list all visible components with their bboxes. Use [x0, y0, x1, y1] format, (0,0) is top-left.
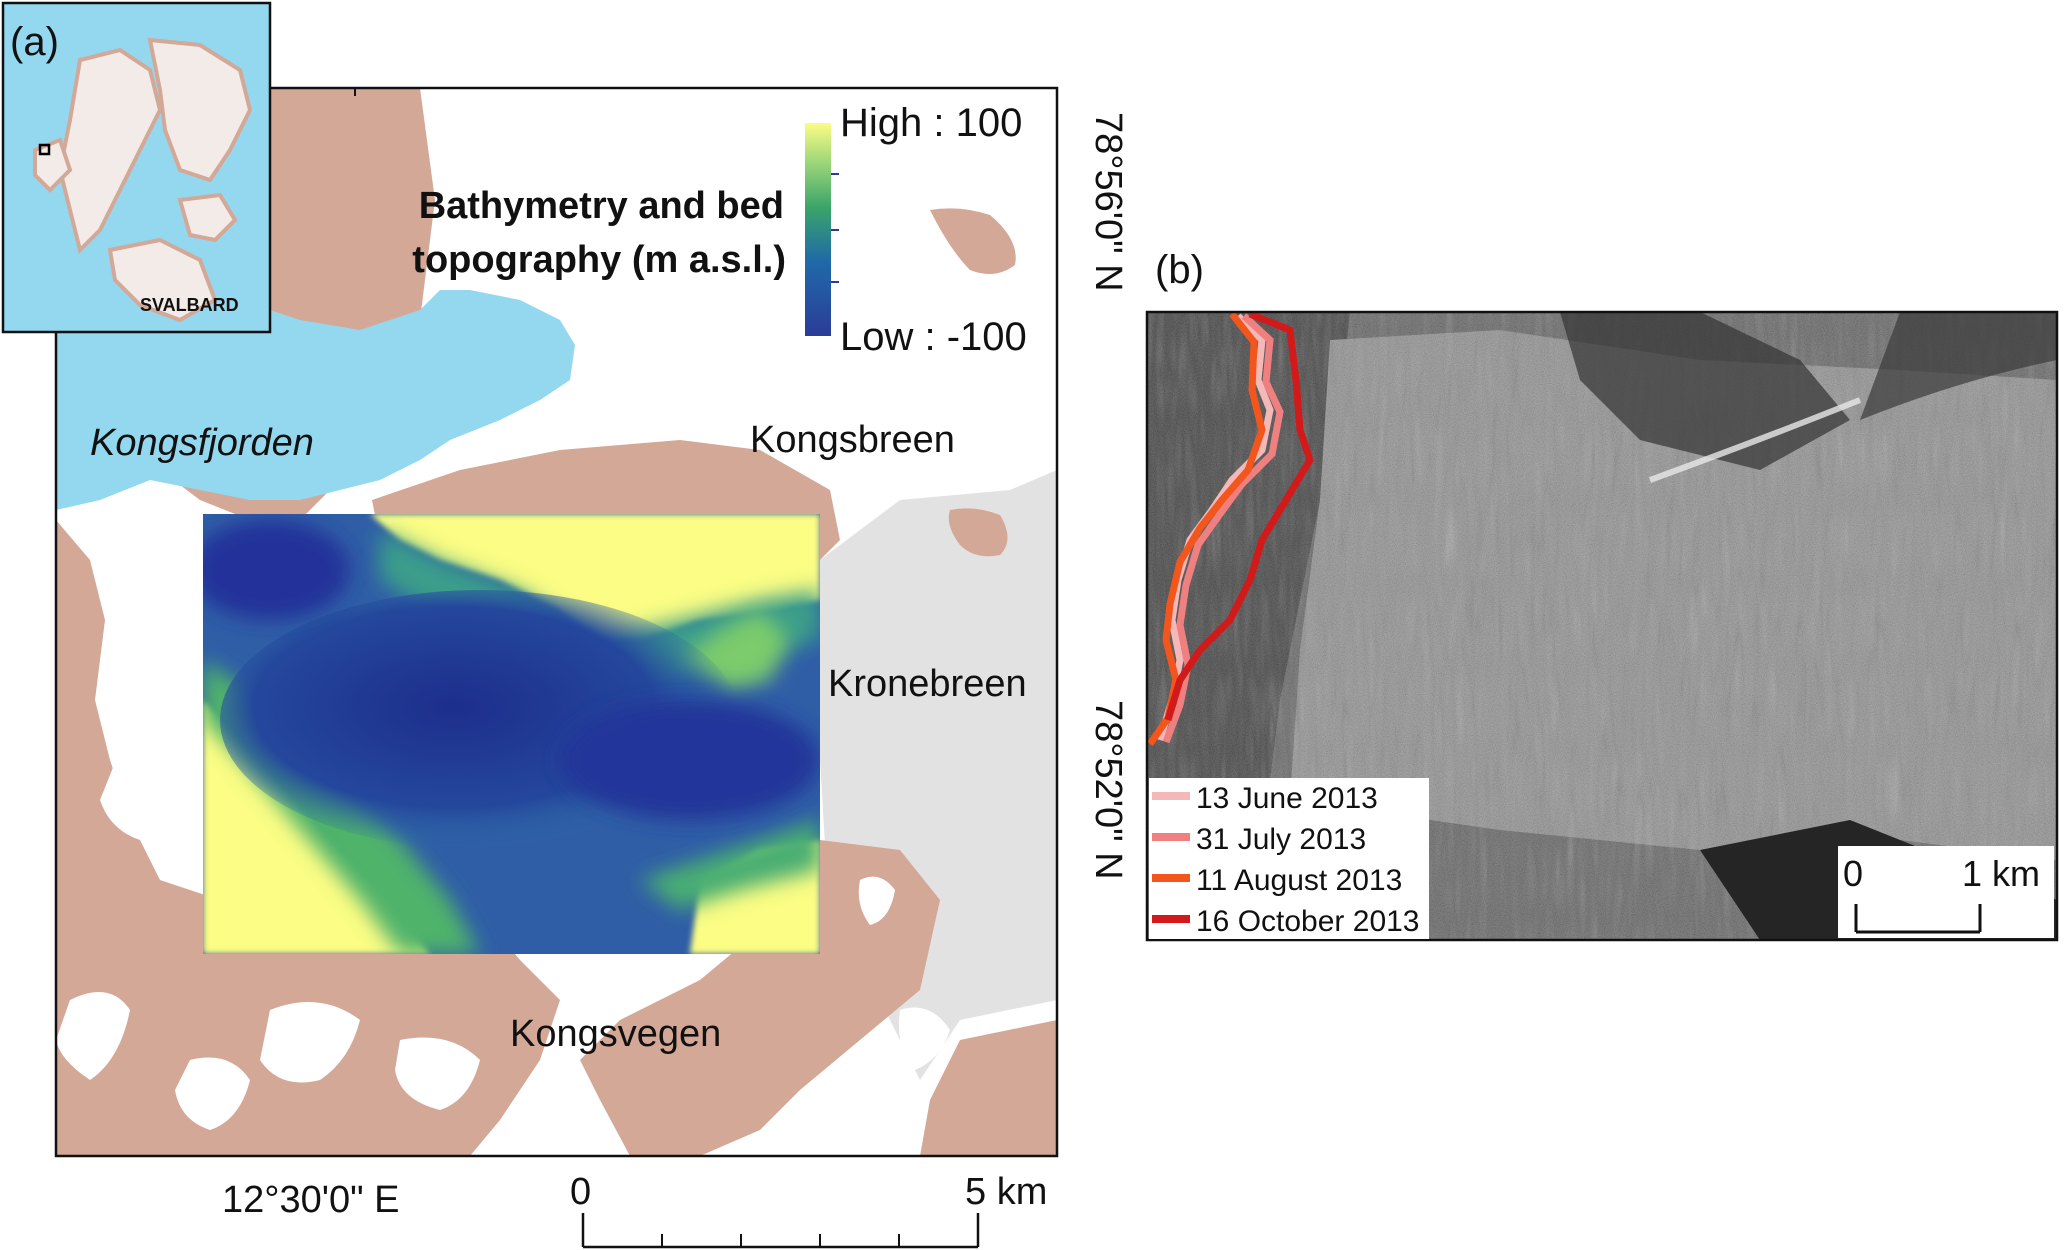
legend-item-2: 31 July 2013 [1196, 823, 1366, 856]
legend-high: High : 100 [840, 101, 1022, 145]
scalebar-b-end: 1 km [1962, 853, 2040, 894]
bathymetry-legend: High : 100 Low : -100 Bathymetry and bed… [412, 101, 1026, 359]
legend-item-4: 16 October 2013 [1196, 905, 1420, 938]
label-kongsvegen: Kongsvegen [510, 1013, 721, 1055]
legend-title-line2: topography (m a.s.l.) [412, 239, 786, 281]
scalebar-a-start: 0 [570, 1171, 591, 1213]
inset-map: SVALBARD [1, 1, 272, 334]
lat-label-top: 78°56'0" N [1087, 112, 1129, 292]
legend-item-1: 13 June 2013 [1196, 782, 1378, 815]
scalebar-a-end: 5 km [965, 1171, 1047, 1213]
panel-b-sar-image: 13 June 2013 31 July 2013 11 August 2013… [1145, 310, 2059, 942]
panel-b-label: (b) [1155, 248, 1204, 292]
scalebar-b-start: 0 [1843, 853, 1863, 894]
legend-low: Low : -100 [840, 315, 1027, 359]
map-frame [54, 86, 1059, 1158]
label-kronebreen: Kronebreen [828, 663, 1027, 705]
label-kongsfjorden: Kongsfjorden [90, 422, 314, 464]
panel-a-map: SVALBARD (a) High : 100 Low : -100 Bathy… [1, 1, 1129, 1249]
lat-label-bottom: 78°52'0" N [1087, 700, 1129, 880]
bathymetry-raster [203, 514, 820, 954]
inset-label: SVALBARD [140, 295, 239, 315]
panel-b-scalebar: 0 1 km [1838, 846, 2054, 938]
legend-colorbar [805, 123, 831, 336]
legend-title-line1: Bathymetry and bed [419, 185, 784, 227]
panel-a-label: (a) [10, 20, 59, 64]
panel-a-scalebar: 0 5 km [570, 1171, 1047, 1249]
front-11-august-2013 [1147, 312, 1266, 746]
inset-location-box [38, 143, 51, 156]
front-16-october-2013 [1164, 312, 1314, 722]
legend-item-3: 11 August 2013 [1196, 864, 1402, 897]
glacier-patches [56, 747, 950, 1130]
panel-b-legend: 13 June 2013 31 July 2013 11 August 2013… [1149, 778, 1429, 939]
lon-label: 12°30'0" E [222, 1179, 400, 1221]
label-kongsbreen: Kongsbreen [750, 419, 955, 461]
